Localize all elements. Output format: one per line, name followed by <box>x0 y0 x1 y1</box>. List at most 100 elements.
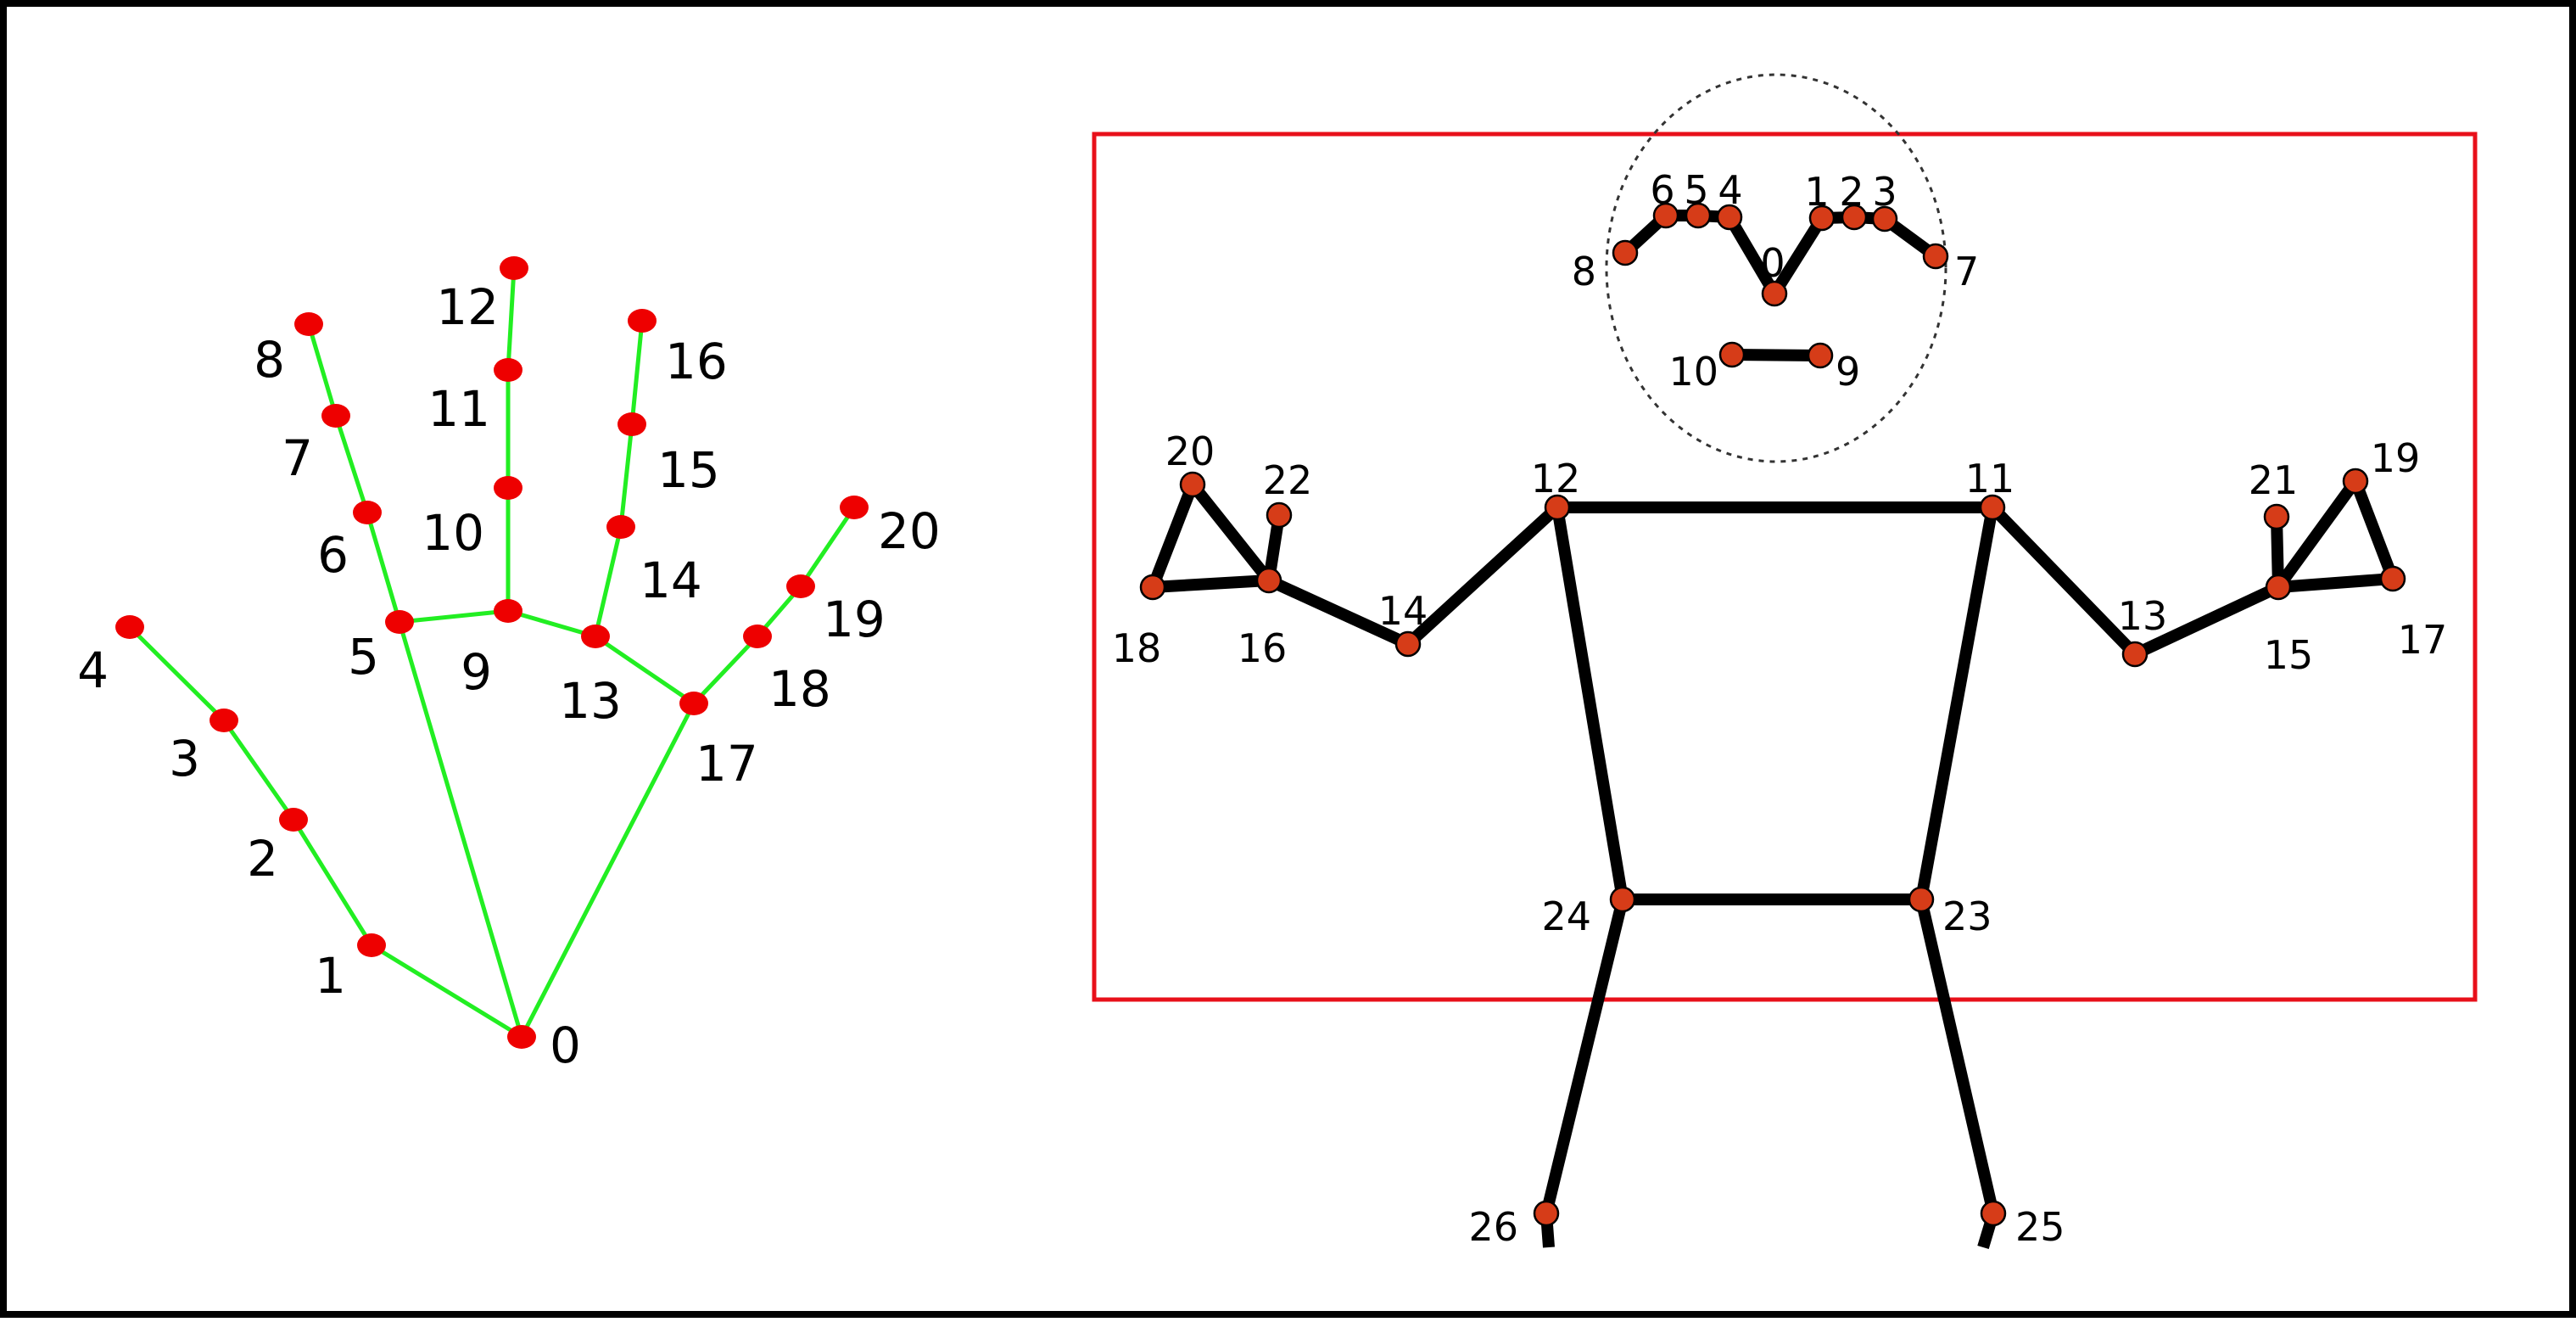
hand-landmark-label-18: 18 <box>768 660 831 718</box>
pose-connections <box>1147 210 2399 1250</box>
hand-landmark-16 <box>628 309 657 333</box>
pose-landmark-label-25: 25 <box>2015 1204 2065 1250</box>
pose-landmark-3 <box>1871 205 1898 232</box>
pose-landmark-label-11: 11 <box>1965 456 2015 501</box>
hand-landmark-20 <box>840 496 869 519</box>
hand-bone-6-7 <box>333 413 370 515</box>
hand-landmark-label-2: 2 <box>247 830 278 888</box>
pose-landmark-20 <box>1179 471 1206 498</box>
hand-bone-19-20 <box>798 505 857 589</box>
pose-landmark-19 <box>2342 468 2369 495</box>
pose-landmark-17 <box>2379 565 2406 592</box>
pose-landmark-8 <box>1612 239 1639 266</box>
face-region-circle <box>1605 73 1947 463</box>
hand-landmark-label-10: 10 <box>422 504 484 562</box>
hand-landmark-label-4: 4 <box>77 641 109 699</box>
pose-landmark-label-3: 3 <box>1872 169 1897 215</box>
pose-bone-12-14 <box>1402 501 1563 650</box>
pose-landmark-label-13: 13 <box>2118 593 2168 639</box>
pose-landmark-9 <box>1807 342 1834 369</box>
hand-landmark-label-7: 7 <box>282 429 313 487</box>
hand-landmark-12 <box>500 256 528 280</box>
hand-landmark-10 <box>494 476 522 500</box>
hand-landmark-4 <box>115 615 144 639</box>
pose-landmark-5 <box>1685 202 1712 229</box>
pose-landmark-label-24: 24 <box>1541 893 1591 939</box>
hand-landmark-6 <box>353 501 382 524</box>
hand-landmark-5 <box>385 610 414 634</box>
pose-bone-16-18 <box>1147 574 1275 593</box>
pose-landmark-label-5: 5 <box>1684 167 1708 213</box>
hand-bone-7-8 <box>306 322 338 418</box>
pose-landmark-label-23: 23 <box>1942 893 1992 939</box>
pose-landmark-26 <box>1533 1200 1560 1227</box>
pose-bone-10-9 <box>1726 349 1826 361</box>
pose-landmark-label-15: 15 <box>2264 632 2314 678</box>
pose-bone-13-15 <box>2129 581 2284 660</box>
hand-bone-1-2 <box>291 817 374 948</box>
hand-landmark-label-9: 9 <box>461 643 492 701</box>
hand-landmark-label-15: 15 <box>657 441 720 499</box>
pose-landmark-21 <box>2263 503 2290 530</box>
pose-landmark-label-8: 8 <box>1572 249 1596 294</box>
pose-landmark-label-1: 1 <box>1804 169 1829 215</box>
pose-landmark-16 <box>1255 567 1282 594</box>
pose-landmark-6 <box>1652 202 1679 229</box>
pose-bone-14-16 <box>1263 574 1414 650</box>
hand-landmark-label-13: 13 <box>559 672 622 730</box>
hand-bone-0-5 <box>397 619 524 1039</box>
pose-landmark-1 <box>1808 204 1836 232</box>
pose-landmark-22 <box>1266 501 1293 529</box>
pose-bone-23-25 <box>1915 893 1999 1219</box>
pose-bone-4-0 <box>1724 211 1780 300</box>
hand-landmark-label-5: 5 <box>348 628 379 686</box>
hand-landmark-17 <box>679 692 708 715</box>
pose-landmark-7 <box>1922 243 1949 270</box>
hand-landmark-label-3: 3 <box>169 730 200 787</box>
pose-landmark-2 <box>1841 204 1868 231</box>
pose-bone-11-13 <box>1986 501 2141 660</box>
hand-landmark-9 <box>494 599 522 623</box>
pose-bone-12-24 <box>1551 501 1629 905</box>
pose-landmark-label-19: 19 <box>2371 435 2421 481</box>
hand-landmark-label-19: 19 <box>823 591 886 648</box>
hand-bone-3-4 <box>127 625 226 723</box>
hand-bone-9-13 <box>506 608 598 639</box>
pose-landmark-label-10: 10 <box>1668 349 1718 395</box>
pose-landmark-11 <box>1979 494 2006 521</box>
pose-landmark-10 <box>1718 341 1746 368</box>
pose-landmark-label-22: 22 <box>1263 457 1313 503</box>
hand-landmark-label-1: 1 <box>315 947 346 1005</box>
pose-landmark-label-20: 20 <box>1165 429 1215 474</box>
hand-landmark-label-14: 14 <box>640 552 702 609</box>
hand-bone-11-12 <box>506 266 517 373</box>
pose-landmark-label-14: 14 <box>1378 588 1428 634</box>
pose-landmark-label-18: 18 <box>1112 625 1162 671</box>
pose-landmark-label-21: 21 <box>2249 457 2299 503</box>
hand-landmark-label-0: 0 <box>550 1017 581 1074</box>
pose-landmark-label-12: 12 <box>1531 456 1581 501</box>
pose-landmark-12 <box>1544 494 1571 521</box>
hand-bone-5-9 <box>397 608 511 625</box>
pose-landmark-label-26: 26 <box>1468 1204 1518 1250</box>
hand-landmark-label-6: 6 <box>317 526 349 584</box>
pose-landmark-24 <box>1609 886 1636 913</box>
hand-landmark-1 <box>357 933 386 957</box>
hand-landmark-14 <box>606 515 635 539</box>
pose-landmark-14 <box>1394 630 1422 658</box>
pose-landmark-label-0: 0 <box>1760 240 1785 286</box>
pose-bone-19-15 <box>2272 475 2361 593</box>
hand-landmark-label-20: 20 <box>878 502 941 560</box>
pose-landmark-label-7: 7 <box>1954 249 1979 294</box>
hand-landmark-11 <box>494 358 522 382</box>
pose-bone-18-20 <box>1147 479 1199 593</box>
pose-landmark-25 <box>1980 1200 2007 1227</box>
hand-landmark-label-16: 16 <box>665 333 728 390</box>
pose-landmark-0 <box>1761 280 1788 307</box>
pose-bone-15-17 <box>2272 573 2399 593</box>
